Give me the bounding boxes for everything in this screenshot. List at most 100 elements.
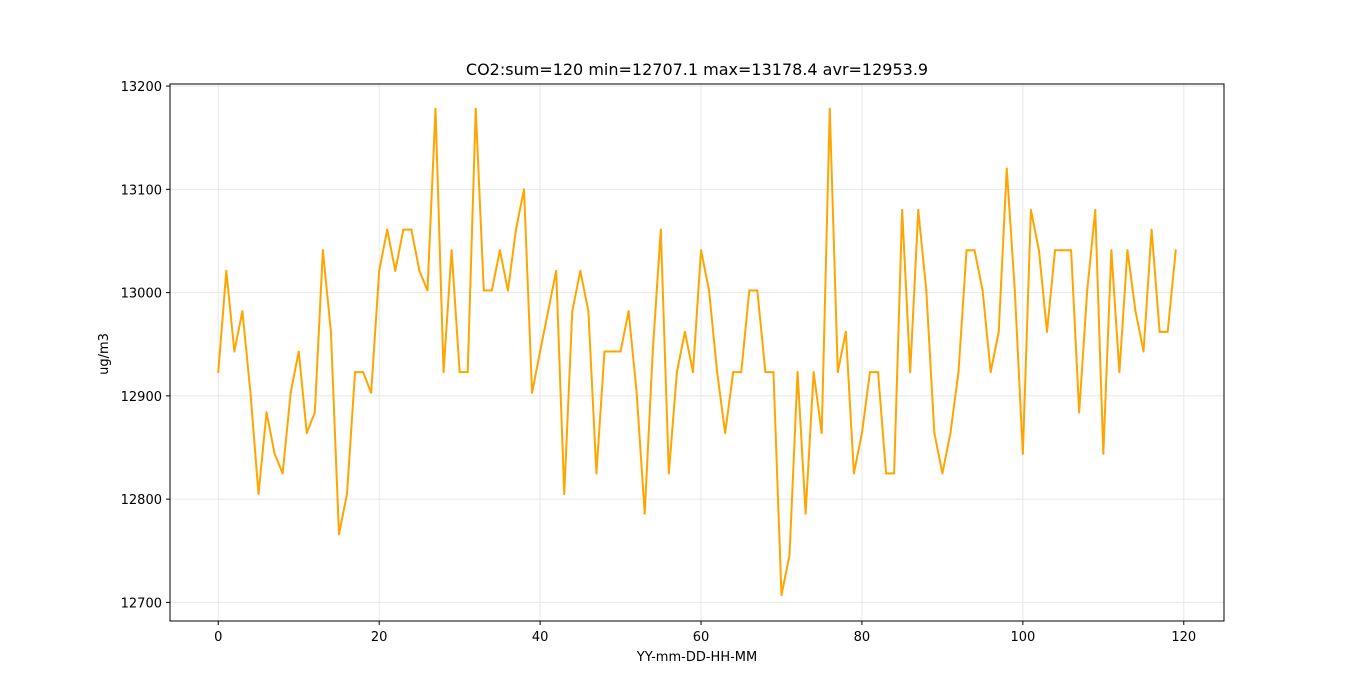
data-point <box>402 228 405 231</box>
y-tick-label: 12900 <box>121 390 162 405</box>
data-point <box>1150 228 1153 231</box>
data-point <box>611 350 614 353</box>
data-point <box>1174 249 1177 252</box>
data-point <box>675 371 678 374</box>
data-point <box>329 330 332 333</box>
data-point <box>973 249 976 252</box>
data-point <box>587 310 590 313</box>
data-point <box>804 512 807 515</box>
data-point <box>708 289 711 292</box>
data-point <box>410 228 413 231</box>
data-point <box>1021 452 1024 455</box>
data-point <box>434 107 437 110</box>
data-point <box>981 289 984 292</box>
data-point <box>233 350 236 353</box>
data-point <box>378 269 381 272</box>
data-point <box>659 228 662 231</box>
data-point <box>868 371 871 374</box>
data-point <box>965 249 968 252</box>
data-point <box>836 371 839 374</box>
series-line <box>217 107 1177 597</box>
data-point <box>563 492 566 495</box>
data-point <box>490 289 493 292</box>
data-point <box>619 350 622 353</box>
y-tick-label: 13100 <box>121 183 162 198</box>
data-point <box>941 472 944 475</box>
data-point <box>249 391 252 394</box>
data-point <box>474 107 477 110</box>
y-tick-label: 12700 <box>121 596 162 611</box>
data-point <box>273 452 276 455</box>
data-point <box>748 289 751 292</box>
data-point <box>1166 330 1169 333</box>
data-point <box>418 269 421 272</box>
data-point <box>812 371 815 374</box>
x-tick-label: 60 <box>693 630 710 645</box>
data-point <box>217 371 220 374</box>
data-point <box>595 472 598 475</box>
data-point <box>949 432 952 435</box>
data-point <box>523 188 526 191</box>
data-point <box>603 350 606 353</box>
y-tick-label: 13200 <box>121 80 162 95</box>
data-point <box>450 249 453 252</box>
data-point <box>539 350 542 353</box>
data-point <box>852 472 855 475</box>
y-tick-label: 12800 <box>121 493 162 508</box>
data-point <box>1094 208 1097 211</box>
data-point <box>877 371 880 374</box>
data-point <box>265 411 268 414</box>
data-point <box>354 371 357 374</box>
data-point <box>1086 289 1089 292</box>
data-point <box>1158 330 1161 333</box>
data-point <box>772 371 775 374</box>
data-point <box>860 432 863 435</box>
data-point <box>313 411 316 414</box>
data-point <box>571 310 574 313</box>
data-point <box>547 310 550 313</box>
data-point <box>716 371 719 374</box>
data-point <box>740 371 743 374</box>
data-point <box>724 432 727 435</box>
data-point <box>442 371 445 374</box>
data-point <box>362 371 365 374</box>
data-point <box>257 492 260 495</box>
data-point <box>555 269 558 272</box>
data-point <box>1013 289 1016 292</box>
data-point <box>796 371 799 374</box>
data-point <box>820 432 823 435</box>
data-point <box>909 371 912 374</box>
data-point <box>426 289 429 292</box>
x-axis-label: YY-mm-DD-HH-MM <box>636 650 757 665</box>
data-series <box>217 107 1177 597</box>
data-point <box>756 289 759 292</box>
data-point <box>225 269 228 272</box>
data-point <box>700 249 703 252</box>
data-point <box>683 330 686 333</box>
data-point <box>466 371 469 374</box>
data-point <box>885 472 888 475</box>
data-point <box>828 107 831 110</box>
data-point <box>1078 411 1081 414</box>
data-point <box>289 391 292 394</box>
x-tick-label: 100 <box>1010 630 1035 645</box>
data-point <box>1005 167 1008 170</box>
grid <box>170 84 1224 621</box>
data-point <box>651 350 654 353</box>
data-point <box>386 228 389 231</box>
data-point <box>241 310 244 313</box>
y-tick-label: 13000 <box>121 287 162 302</box>
data-point <box>1102 452 1105 455</box>
x-tick-label: 40 <box>532 630 549 645</box>
data-point <box>1110 249 1113 252</box>
data-point <box>305 432 308 435</box>
data-point <box>997 330 1000 333</box>
data-point <box>844 330 847 333</box>
data-point <box>1118 371 1121 374</box>
data-point <box>635 391 638 394</box>
data-point <box>643 512 646 515</box>
data-point <box>1126 249 1129 252</box>
data-point <box>297 350 300 353</box>
data-point <box>893 472 896 475</box>
chart-title: CO2:sum=120 min=12707.1 max=13178.4 avr=… <box>466 60 928 79</box>
